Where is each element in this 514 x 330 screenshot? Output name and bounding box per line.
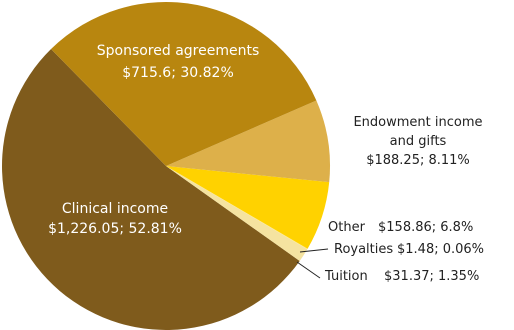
category-label: Sponsored agreements — [96, 43, 260, 59]
category-label: Royalties — [334, 242, 394, 257]
pie-slice — [166, 166, 308, 250]
value-label: $1.48; 0.06% — [397, 242, 485, 257]
leader-line — [296, 261, 321, 279]
pie-slice — [166, 166, 308, 261]
category-label: Endowment income and gifts — [353, 115, 483, 149]
value-label: $31.37; 1.35% — [384, 269, 480, 284]
category-label: Other — [328, 220, 365, 235]
leader-line — [299, 248, 329, 253]
value-label: $158.86; 6.8% — [378, 220, 474, 235]
pie-slice — [166, 100, 330, 183]
category-label: Tuition — [325, 269, 368, 284]
category-label: Clinical income — [61, 201, 169, 217]
pie-slice — [166, 166, 330, 249]
value-label: $188.25; 8.11% — [366, 153, 470, 168]
pie-slice — [2, 49, 300, 330]
pie-slice — [51, 1, 317, 166]
value-label: $715.6; 30.82% — [122, 65, 234, 81]
value-label: $1,226.05; 52.81% — [48, 221, 182, 237]
